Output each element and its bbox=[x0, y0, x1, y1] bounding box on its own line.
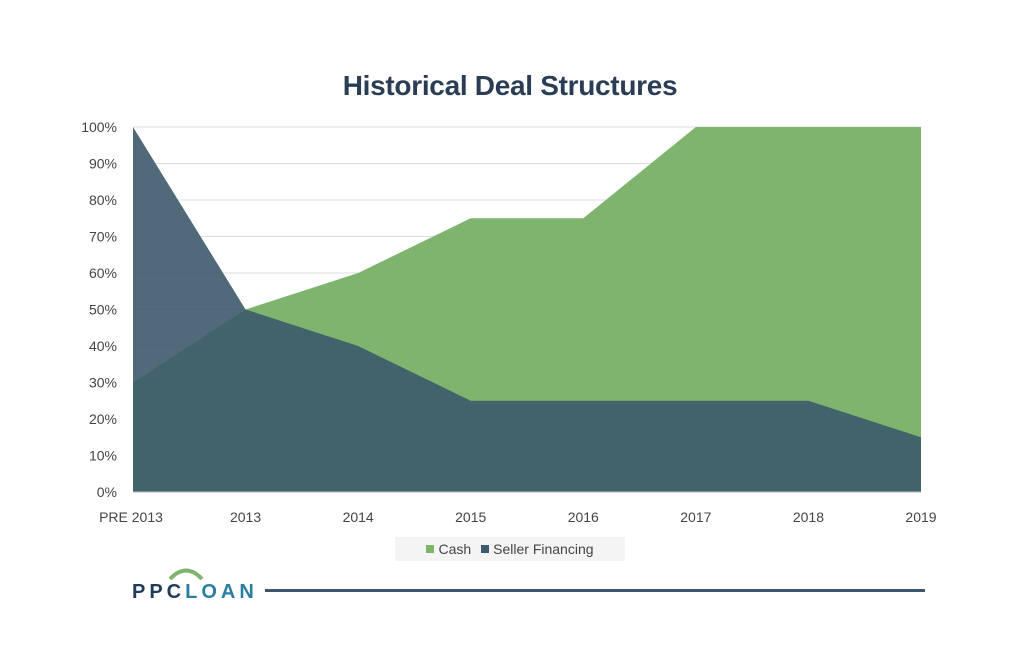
legend-item-seller-financing: Seller Financing bbox=[481, 541, 594, 557]
x-tick-label: 2016 bbox=[568, 509, 599, 525]
y-tick-label: 80% bbox=[89, 192, 117, 208]
legend: Cash Seller Financing bbox=[395, 537, 625, 561]
footer-rule bbox=[265, 589, 925, 592]
y-tick-label: 10% bbox=[89, 448, 117, 464]
x-tick-label: 2015 bbox=[455, 509, 486, 525]
chart-title: Historical Deal Structures bbox=[342, 70, 678, 101]
y-tick-label: 70% bbox=[89, 229, 117, 245]
area-seller-financing bbox=[133, 127, 921, 492]
y-tick-labels: 0% 10% 20% 30% 40% 50% 60% 70% 80% 90% 100% bbox=[81, 119, 117, 500]
y-tick-label: 20% bbox=[89, 411, 117, 427]
x-tick-label: 2014 bbox=[343, 509, 374, 525]
x-tick-label: 2013 bbox=[230, 509, 261, 525]
x-tick-label: PRE 2013 bbox=[99, 509, 163, 525]
logo-loan-text: LOAN bbox=[185, 581, 258, 603]
y-tick-label: 0% bbox=[97, 484, 117, 500]
y-tick-label: 90% bbox=[89, 156, 117, 172]
y-tick-label: 100% bbox=[81, 119, 117, 135]
x-tick-label: 2017 bbox=[680, 509, 711, 525]
logo-arc-icon bbox=[168, 568, 204, 580]
x-tick-labels: PRE 2013 2013 2014 2015 2016 2017 2018 2019 bbox=[99, 509, 937, 525]
y-tick-label: 30% bbox=[89, 375, 117, 391]
y-tick-label: 50% bbox=[89, 302, 117, 318]
legend-item-cash: Cash bbox=[426, 541, 471, 557]
series-areas bbox=[132, 126, 922, 492]
legend-label-cash: Cash bbox=[438, 541, 472, 557]
logo-ppc-text: PPC bbox=[132, 581, 186, 603]
y-tick-label: 40% bbox=[89, 338, 117, 354]
legend-swatch-seller-financing bbox=[481, 545, 490, 553]
ppc-loan-logo: PPC LOAN bbox=[132, 568, 258, 604]
x-tick-label: 2018 bbox=[793, 509, 824, 525]
x-tick-label: 2019 bbox=[905, 509, 936, 525]
y-tick-label: 60% bbox=[89, 265, 117, 281]
legend-label-seller-financing: Seller Financing bbox=[493, 541, 594, 557]
legend-swatch-cash bbox=[426, 545, 435, 553]
